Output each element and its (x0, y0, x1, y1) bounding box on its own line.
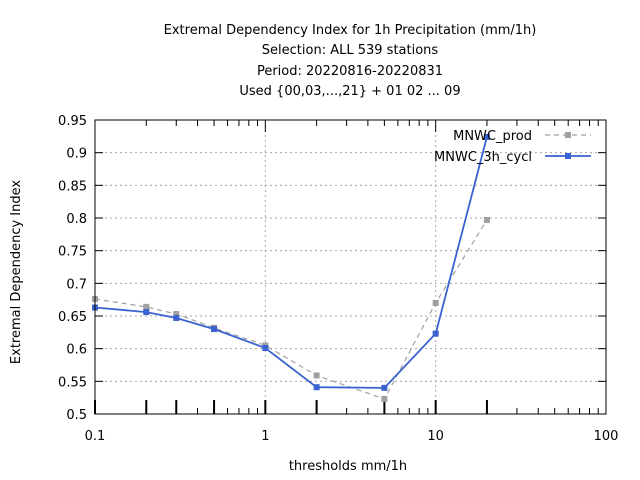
y-tick-label: 0.5 (66, 408, 87, 423)
legend-item: MNWC_prod (453, 129, 591, 144)
series-line (94, 219, 488, 400)
data-point (173, 311, 180, 318)
data-point (313, 384, 320, 391)
data-point (432, 299, 439, 306)
title-line-1: Extremal Dependency Index for 1h Precipi… (164, 23, 537, 38)
y-tick-label: 0.9 (66, 147, 87, 162)
data-point (143, 303, 150, 310)
x-tick-label: 100 (594, 429, 619, 444)
data-point (381, 395, 388, 402)
y-tick-label: 0.95 (58, 114, 87, 129)
y-tick-label: 0.55 (58, 375, 87, 390)
legend-marker (565, 132, 571, 138)
title-line-4: Used {00,03,...,21} + 01 02 ... 09 (239, 84, 460, 99)
y-tick-label: 0.65 (58, 310, 87, 325)
data-point (143, 309, 150, 316)
data-point (483, 133, 490, 140)
legend-marker (565, 153, 571, 159)
y-tick-label: 0.75 (58, 245, 87, 260)
x-tick-label: 1 (261, 429, 269, 444)
legend-label: MNWC_3h_cycl (434, 150, 532, 165)
data-point (211, 326, 218, 333)
chart-title: Extremal Dependency Index for 1h Precipi… (164, 23, 537, 99)
data-point (381, 384, 388, 391)
tick-labels: 0.5 0.55 0.6 0.65 0.7 0.75 0.8 0.85 0.9 0.95 0.1 1 1… (58, 114, 618, 444)
legend: MNWC_prod MNWC_3h_cycl (434, 129, 591, 165)
data-point (173, 314, 180, 321)
plot-frame (94, 119, 607, 415)
title-line-2: Selection: ALL 539 stations (262, 43, 439, 58)
data-point (483, 216, 490, 223)
y-tick-label: 0.8 (66, 212, 87, 227)
legend-item: MNWC_3h_cycl (434, 150, 591, 165)
x-axis-label: thresholds mm/1h (289, 459, 407, 474)
data-point (262, 345, 269, 352)
series-layer (92, 133, 490, 402)
y-tick-label: 0.7 (66, 277, 87, 292)
series-MNWC_prod (92, 216, 490, 402)
y-axis-label: Extremal Dependency Index (9, 180, 24, 364)
series-MNWC_3h_cycl (92, 133, 490, 391)
x-tick-label: 10 (427, 429, 444, 444)
series-line (94, 136, 488, 389)
y-tick-label: 0.85 (58, 179, 87, 194)
legend-label: MNWC_prod (453, 129, 532, 144)
y-tick-label: 0.6 (66, 343, 87, 358)
x-tick-label: 0.1 (85, 429, 106, 444)
data-point (432, 330, 439, 337)
title-line-3: Period: 20220816-20220831 (257, 64, 443, 79)
grid-lines (95, 120, 606, 414)
data-point (313, 372, 320, 379)
